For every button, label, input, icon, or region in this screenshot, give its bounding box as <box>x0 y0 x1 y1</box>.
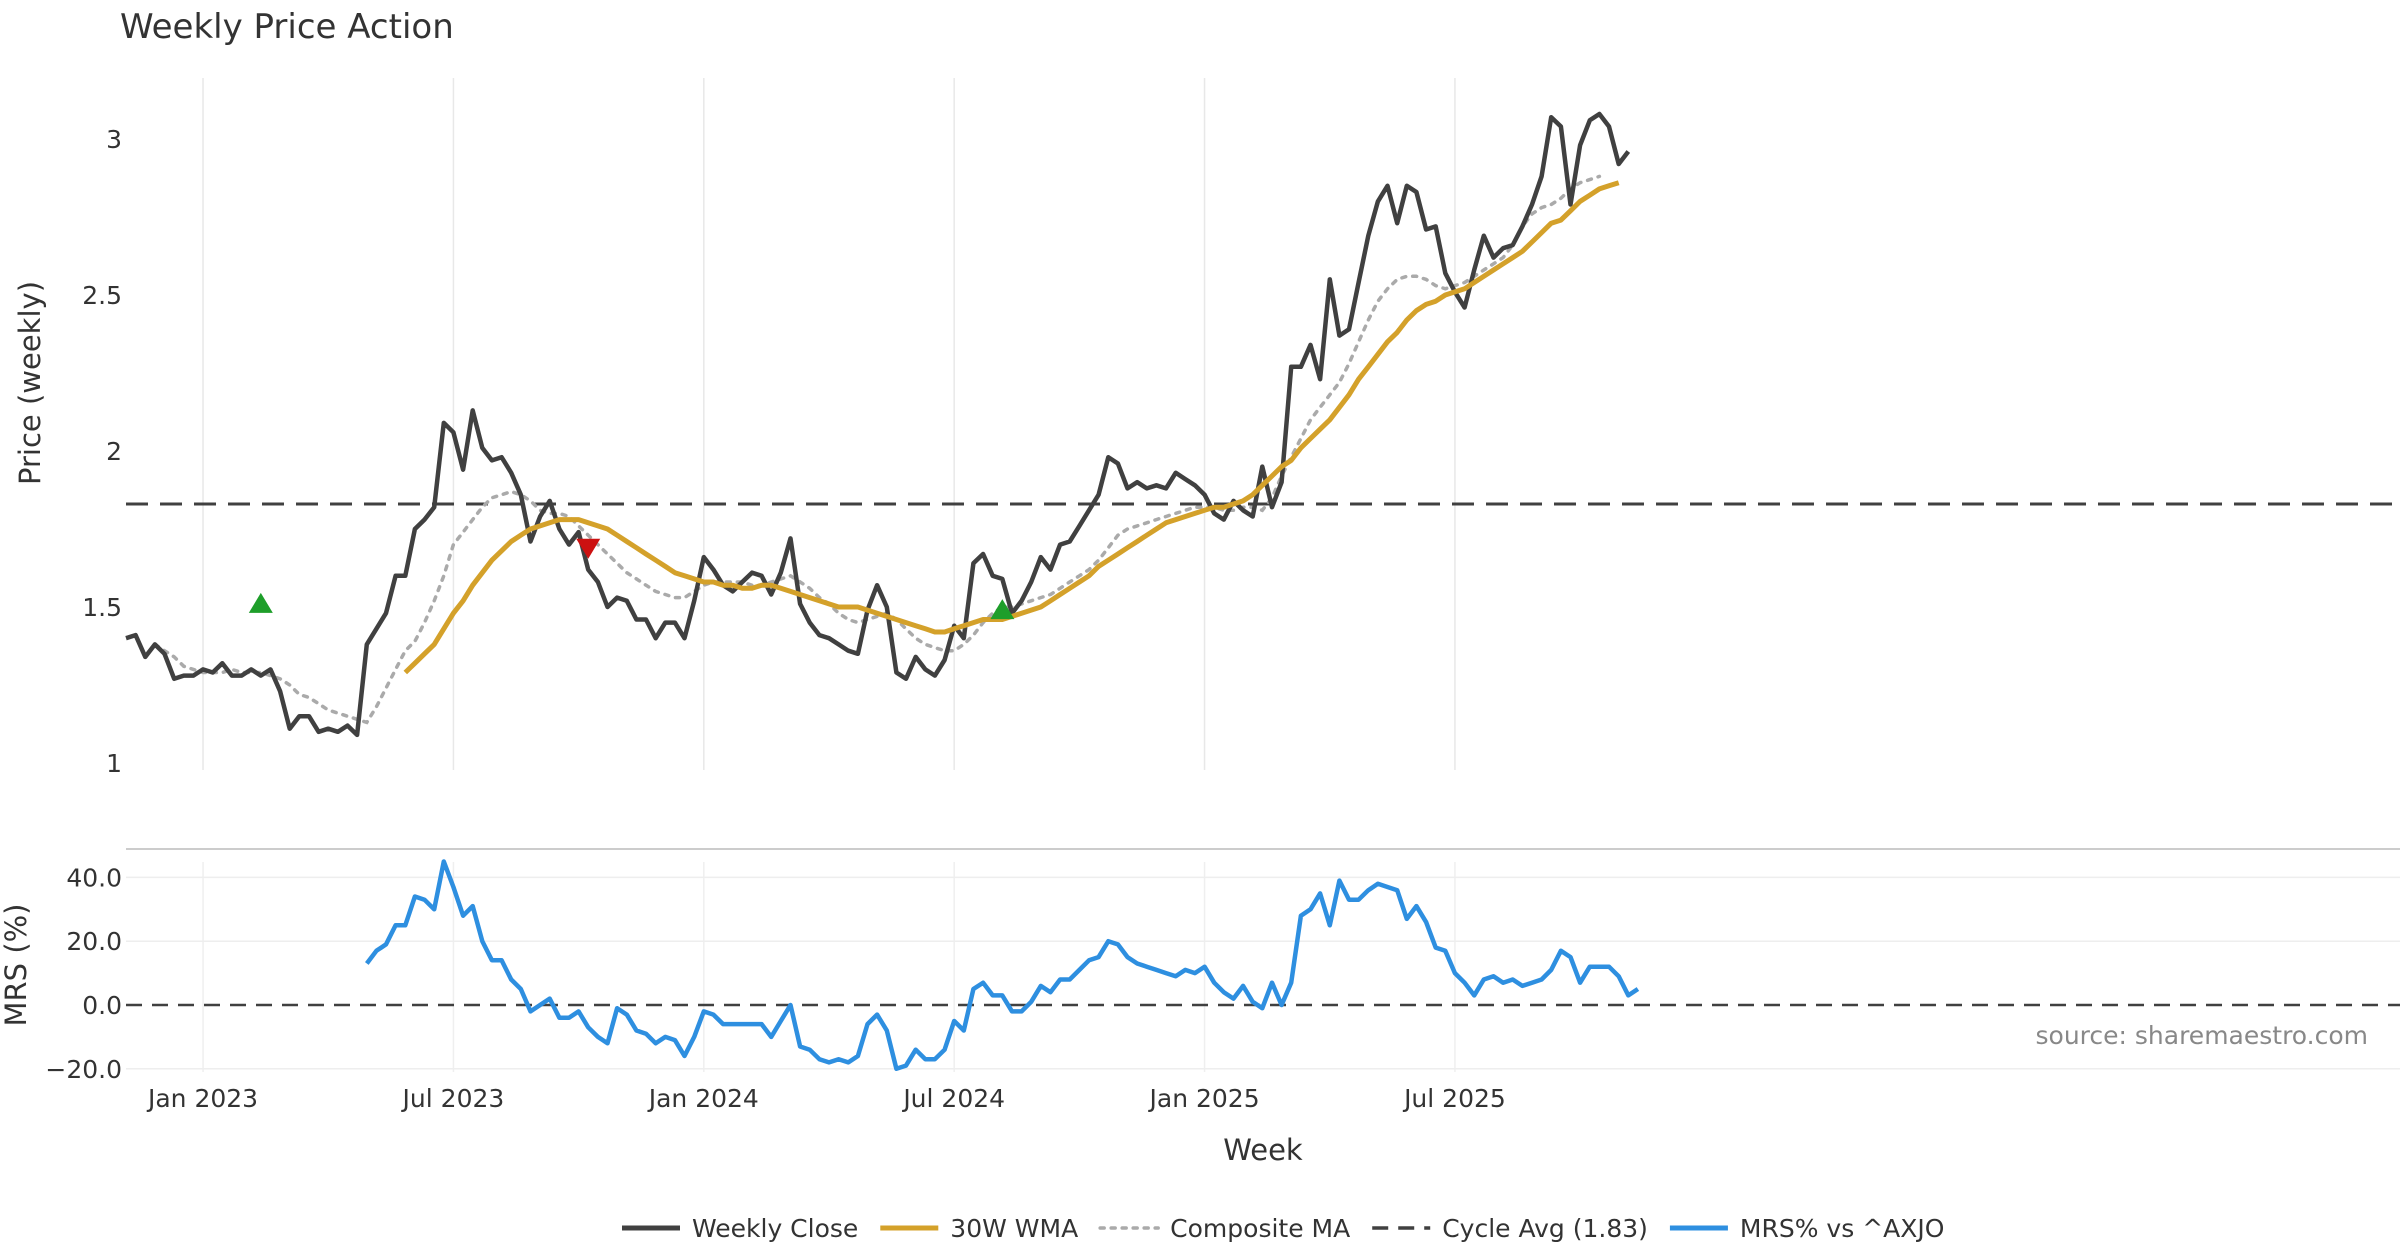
buy-signal-marker <box>248 592 273 613</box>
sell-signal-marker <box>576 538 601 559</box>
price-y-tick-label: 1 <box>106 749 122 778</box>
weekly-close-line <box>125 111 1631 738</box>
chart-title: Weekly Price Action <box>120 7 454 47</box>
price-panel: 1 1.5 2 2.5 3 Weekly Price Action Price (wee… <box>13 7 2400 778</box>
price-y-tick-label: 2 <box>106 437 122 466</box>
x-tick-label: Jan 2024 <box>647 1084 759 1113</box>
legend-label: Composite MA <box>1170 1214 1350 1243</box>
source-annotation: source: sharemaestro.com <box>2036 1021 2369 1050</box>
mrs-y-tick-label: −20.0 <box>45 1055 122 1084</box>
x-tick-label: Jan 2025 <box>1148 1084 1260 1113</box>
legend-label: MRS% vs ^AXJO <box>1740 1214 1945 1243</box>
price-y-tick-label: 3 <box>106 125 122 154</box>
legend-label: 30W WMA <box>950 1214 1078 1243</box>
legend-label: Weekly Close <box>692 1214 858 1243</box>
price-y-tick-label: 2.5 <box>82 281 122 310</box>
mrs-y-tick-label: 0.0 <box>82 991 122 1020</box>
composite-ma-line <box>153 174 1602 725</box>
mrs-gridlines <box>126 862 2400 1072</box>
mrs-panel: −20.00.020.040.0 Jan 2023 Jul 2023 Jan 202… <box>0 859 2400 1167</box>
signal-markers <box>248 538 1015 620</box>
mrs-y-axis: −20.0 0.0 20.0 40.0 <box>45 863 122 1083</box>
price-gridlines <box>202 78 1456 770</box>
x-tick-label: Jul 2023 <box>401 1084 505 1113</box>
mrs-y-label: MRS (%) <box>0 904 33 1027</box>
legend-item: Composite MA <box>1098 1214 1350 1243</box>
x-axis-label: Week <box>1223 1133 1303 1167</box>
mrs-y-tick-label: 20.0 <box>66 927 122 956</box>
x-tick-label: Jul 2025 <box>1402 1084 1506 1113</box>
legend-label: Cycle Avg (1.83) <box>1442 1214 1648 1243</box>
buy-signal-marker <box>990 599 1015 620</box>
price-y-axis: 1 1.5 2 2.5 3 <box>82 125 122 778</box>
x-axis: Jan 2023 Jul 2023 Jan 2024 Jul 2024 Jan 2025… <box>146 1084 1506 1113</box>
x-tick-label: Jan 2023 <box>146 1084 258 1113</box>
legend-item: Weekly Close <box>622 1214 858 1243</box>
legend: Weekly Close 30W WMA Composite MA Cycle Avg… <box>622 1214 1944 1243</box>
mrs-line <box>365 859 1640 1072</box>
legend-item: Cycle Avg (1.83) <box>1372 1214 1648 1243</box>
legend-item: 30W WMA <box>880 1214 1078 1243</box>
mrs-y-tick-label: 40.0 <box>66 863 122 892</box>
legend-item: MRS% vs ^AXJO <box>1669 1214 1945 1243</box>
x-tick-label: Jul 2024 <box>901 1084 1005 1113</box>
price-y-tick-label: 1.5 <box>82 593 122 622</box>
price-y-label: Price (weekly) <box>13 281 47 485</box>
